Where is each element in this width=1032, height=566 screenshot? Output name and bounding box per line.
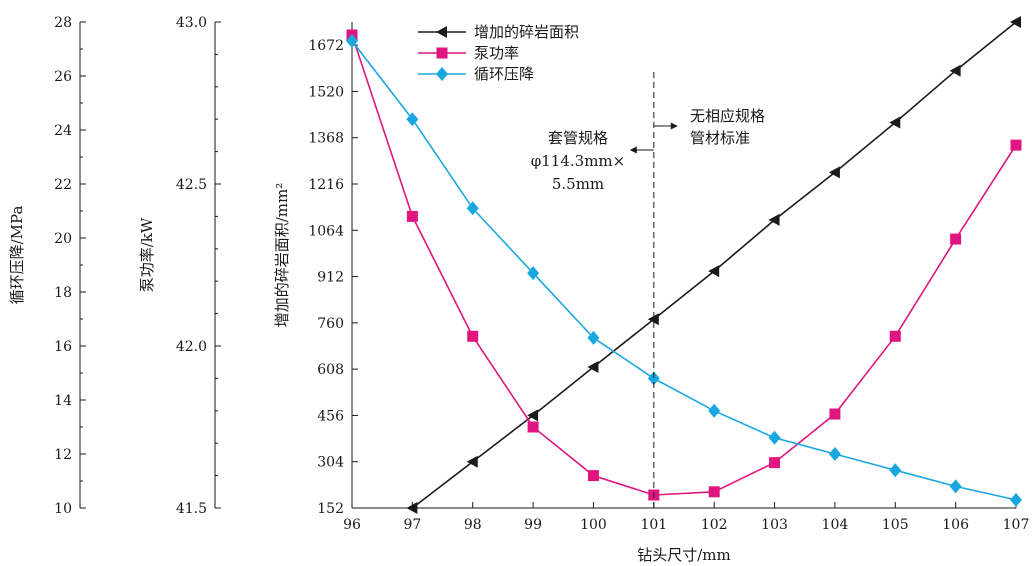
axes-group: 10 12 14 16 18 20 22 24 26 28 循环压降/MPa 41.5 42.0 42.5… bbox=[8, 15, 1029, 564]
series-point-triangle-left bbox=[406, 502, 418, 514]
area-tick-label: 304 bbox=[317, 455, 344, 471]
no-standard-arrowhead bbox=[670, 122, 678, 130]
series-line-diamond bbox=[351, 40, 1017, 501]
pressure-tick-label: 10 bbox=[54, 501, 72, 517]
x-tick-label: 97 bbox=[403, 517, 421, 533]
series-point-diamond bbox=[406, 112, 419, 127]
series-point-diamond bbox=[949, 479, 962, 494]
series-point-diamond bbox=[1010, 492, 1022, 507]
power-tick-label: 41.5 bbox=[176, 501, 207, 517]
series-point-square bbox=[467, 330, 479, 342]
area-tick-label: 1672 bbox=[308, 38, 344, 54]
x-tick-label: 105 bbox=[882, 517, 909, 533]
x-tick-label: 103 bbox=[761, 517, 788, 533]
series-point-triangle-left bbox=[466, 455, 478, 468]
series-point-square bbox=[708, 486, 720, 498]
pressure-tick-label: 26 bbox=[54, 69, 72, 85]
legend-marker bbox=[436, 67, 448, 81]
x-tick-label: 102 bbox=[701, 517, 728, 533]
x-tick-label: 101 bbox=[640, 517, 667, 533]
power-tick-label: 42.5 bbox=[176, 177, 207, 193]
area-tick-label: 1216 bbox=[308, 177, 344, 193]
plot-area bbox=[346, 16, 1022, 514]
area-tick-label: 1520 bbox=[308, 84, 344, 100]
series-point-diamond bbox=[708, 403, 721, 418]
series-point-diamond bbox=[889, 463, 902, 478]
area-tick-label: 1064 bbox=[308, 223, 344, 239]
pressure-tick-label: 24 bbox=[54, 123, 72, 139]
series-point-triangle-left bbox=[828, 166, 840, 179]
pressure-tick-label: 22 bbox=[54, 177, 72, 193]
area-tick-label: 760 bbox=[317, 316, 344, 332]
series-point-square bbox=[950, 233, 962, 245]
pressure-tick-label: 20 bbox=[54, 231, 72, 247]
series-point-triangle-left bbox=[708, 265, 720, 278]
pressure-tick-label: 12 bbox=[54, 447, 72, 463]
series-line-triangle-left bbox=[411, 21, 1017, 509]
series-point-diamond bbox=[828, 447, 841, 461]
area-tick-label: 912 bbox=[317, 270, 344, 286]
series-point-triangle-left bbox=[1010, 16, 1021, 28]
x-tick-label: 106 bbox=[942, 517, 969, 533]
x-tick-label: 98 bbox=[464, 517, 482, 533]
casing-spec-text: φ114.3mm× bbox=[531, 152, 625, 170]
series-point-square bbox=[829, 408, 841, 420]
power-tick-label: 42.0 bbox=[176, 339, 207, 355]
legend-label: 泵功率 bbox=[474, 44, 519, 62]
no-standard-text: 管材标准 bbox=[690, 129, 750, 147]
power-axis-label: 泵功率/kW bbox=[138, 217, 156, 292]
power-tick-label: 43.0 bbox=[176, 15, 207, 31]
no-standard-text: 无相应规格 bbox=[690, 107, 765, 125]
x-tick-label: 96 bbox=[343, 517, 361, 533]
series-line-square bbox=[351, 34, 1017, 496]
legend-marker bbox=[436, 47, 448, 59]
legend-marker bbox=[436, 26, 447, 38]
pressure-tick-label: 16 bbox=[54, 339, 72, 355]
x-axis-label: 钻头尺寸/mm bbox=[637, 546, 731, 564]
casing-spec-text: 套管规格 bbox=[548, 129, 608, 147]
casing-spec-text: 5.5mm bbox=[552, 175, 604, 193]
pressure-axis-label: 循环压降/MPa bbox=[8, 206, 26, 305]
series-point-triangle-left bbox=[768, 213, 780, 226]
series-point-square bbox=[527, 421, 539, 433]
series-point-square bbox=[587, 470, 599, 482]
series-point-square bbox=[406, 210, 418, 222]
series-point-triangle-left bbox=[647, 313, 659, 326]
series-point-diamond bbox=[768, 430, 781, 445]
legend-label: 循环压降 bbox=[474, 65, 534, 83]
area-tick-label: 608 bbox=[317, 362, 344, 378]
series-point-triangle-left bbox=[527, 409, 539, 422]
series-point-diamond bbox=[647, 371, 660, 386]
area-tick-label: 456 bbox=[317, 408, 344, 424]
area-tick-label: 1368 bbox=[308, 131, 344, 147]
series-point-diamond bbox=[587, 330, 600, 345]
pressure-tick-label: 14 bbox=[54, 393, 72, 409]
series-point-diamond bbox=[466, 201, 479, 216]
x-tick-label: 107 bbox=[1003, 517, 1030, 533]
legend-label: 增加的碎岩面积 bbox=[474, 23, 579, 41]
series-point-triangle-left bbox=[587, 361, 599, 374]
x-tick-label: 99 bbox=[524, 517, 542, 533]
series-point-diamond bbox=[527, 266, 540, 281]
series-point-square bbox=[889, 330, 901, 342]
x-tick-label: 104 bbox=[822, 517, 849, 533]
area-axis-label: 增加的碎岩面积/mm² bbox=[273, 183, 291, 328]
casing-arrowhead bbox=[629, 146, 637, 154]
series-point-triangle-left bbox=[889, 116, 901, 129]
x-tick-label: 100 bbox=[580, 517, 607, 533]
area-tick-label: 152 bbox=[317, 501, 344, 517]
pressure-tick-label: 18 bbox=[54, 285, 72, 301]
series-point-square bbox=[769, 457, 781, 469]
series-point-triangle-left bbox=[949, 64, 961, 77]
series-point-square bbox=[1010, 139, 1022, 151]
series-point-diamond bbox=[346, 33, 358, 48]
pressure-tick-label: 28 bbox=[54, 15, 72, 31]
